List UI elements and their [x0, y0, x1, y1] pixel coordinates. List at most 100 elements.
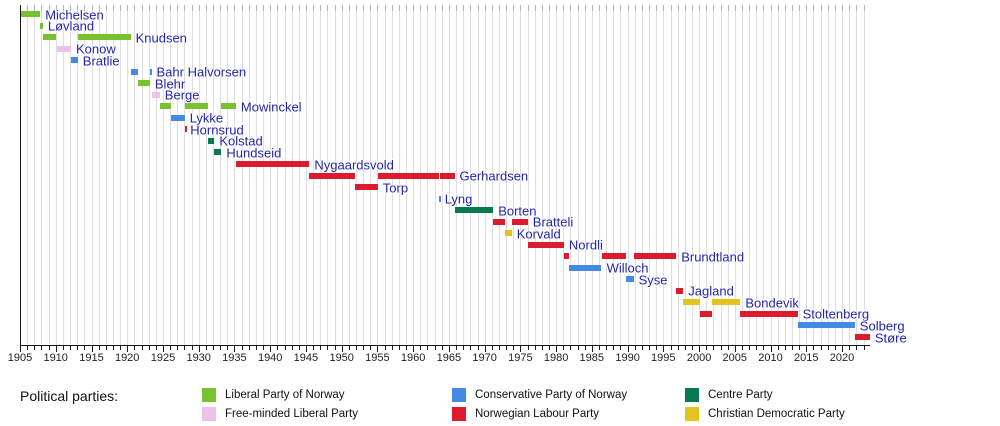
year-tick	[234, 346, 236, 352]
legend-swatch	[685, 407, 699, 421]
year-gridline	[591, 5, 593, 345]
year-tick	[163, 346, 164, 352]
year-gridline	[799, 5, 801, 345]
pm-term-bar	[56, 45, 72, 52]
year-tick	[734, 346, 736, 352]
year-gridline	[677, 5, 679, 345]
year-gridline-top-tick	[177, 5, 179, 11]
year-tick	[634, 346, 636, 350]
year-tick	[384, 346, 386, 350]
pm-term-bar	[797, 322, 855, 329]
pm-term-bar	[683, 299, 701, 306]
year-tick	[691, 346, 693, 350]
year-tick	[827, 346, 829, 350]
year-gridline	[284, 5, 286, 345]
year-gridline	[491, 5, 493, 345]
pm-name-label: Blehr	[154, 76, 186, 92]
legend-swatch	[452, 388, 466, 402]
year-tick	[749, 346, 751, 350]
pm-term-bar	[221, 103, 236, 110]
year-gridline-top-tick	[749, 5, 751, 11]
year-tick	[456, 346, 457, 350]
x-axis-year-label: 1970	[472, 352, 497, 364]
year-gridline	[234, 5, 236, 345]
year-gridline-top-tick	[248, 5, 250, 11]
year-gridline	[699, 5, 701, 345]
year-tick	[792, 346, 793, 350]
pm-name-label: Lyng	[444, 191, 473, 207]
year-gridline	[141, 5, 143, 345]
x-axis-year-label: 1950	[329, 352, 354, 364]
year-tick	[406, 346, 407, 350]
year-gridline	[627, 5, 629, 345]
year-tick	[799, 346, 801, 350]
pm-name-label: Hornsrud	[190, 122, 244, 138]
year-tick	[556, 346, 558, 352]
year-gridline-top-tick	[513, 5, 515, 11]
legend-party-name: Norwegian Labour Party	[475, 408, 600, 420]
year-tick	[849, 346, 851, 350]
year-gridline-top-tick	[677, 5, 679, 11]
year-gridline	[270, 5, 272, 345]
x-axis-year-label: 2015	[794, 352, 819, 364]
year-gridline	[98, 5, 100, 345]
year-gridline-top-tick	[55, 5, 57, 11]
year-gridline	[177, 5, 179, 345]
year-gridline-top-tick	[849, 5, 851, 11]
year-gridline	[534, 5, 536, 345]
year-gridline-top-tick	[534, 5, 536, 11]
year-gridline-top-tick	[541, 5, 543, 11]
year-gridline-top-tick	[134, 5, 136, 11]
year-gridline-top-tick	[591, 5, 593, 11]
year-gridline-top-tick	[348, 5, 350, 11]
year-tick	[98, 346, 100, 350]
year-gridline	[62, 5, 64, 345]
year-gridline-top-tick	[356, 5, 357, 11]
year-gridline	[255, 5, 257, 345]
year-gridline-top-tick	[806, 5, 808, 11]
legend-swatch	[685, 388, 699, 402]
pm-name-label: Willoch	[606, 260, 649, 276]
year-tick	[484, 346, 486, 352]
year-gridline-top-tick	[434, 5, 436, 11]
year-gridline	[520, 5, 522, 345]
year-tick	[34, 346, 36, 350]
x-axis-year-label: 1930	[186, 352, 211, 364]
year-gridline-top-tick	[620, 5, 622, 11]
year-gridline	[305, 5, 307, 345]
year-gridline	[820, 5, 822, 345]
pm-name-label: Jagland	[688, 283, 734, 299]
year-gridline-top-tick	[827, 5, 829, 11]
year-gridline	[670, 5, 672, 345]
year-tick	[48, 346, 50, 350]
year-tick	[784, 346, 786, 350]
year-gridline-top-tick	[277, 5, 279, 11]
year-gridline-top-tick	[491, 5, 493, 11]
year-gridline	[613, 5, 615, 345]
year-gridline-top-tick	[170, 5, 172, 11]
pm-term-bar	[454, 207, 494, 214]
x-axis-year-label: 2005	[722, 352, 748, 364]
year-gridline	[713, 5, 715, 345]
pm-term-bar	[601, 253, 627, 260]
year-tick	[448, 346, 450, 352]
year-tick	[213, 346, 214, 350]
year-gridline-top-tick	[213, 5, 214, 11]
year-gridline-top-tick	[313, 5, 315, 11]
year-tick	[563, 346, 565, 350]
year-gridline-top-tick	[799, 5, 801, 11]
year-gridline-top-tick	[148, 5, 150, 11]
year-gridline-top-tick	[141, 5, 143, 11]
year-gridline-top-tick	[270, 5, 272, 11]
year-gridline	[148, 5, 150, 345]
year-gridline	[241, 5, 243, 345]
year-gridline	[584, 5, 586, 345]
year-gridline-top-tick	[713, 5, 715, 11]
year-gridline-top-tick	[599, 5, 600, 11]
year-gridline-top-tick	[448, 5, 450, 11]
year-tick	[570, 346, 572, 350]
year-tick	[191, 346, 193, 350]
year-gridline	[641, 5, 643, 345]
pm-term-bar	[563, 253, 569, 260]
year-tick	[263, 346, 264, 350]
